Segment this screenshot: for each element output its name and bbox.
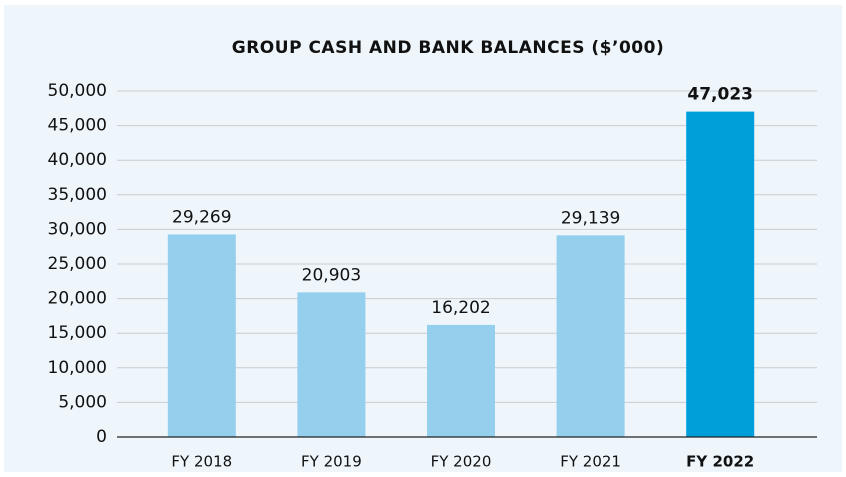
x-tick-label: FY 2020 <box>431 453 492 471</box>
bar <box>556 235 625 437</box>
bar <box>427 324 495 437</box>
y-tick-label: 25,000 <box>48 254 107 274</box>
chart-title: GROUP CASH AND BANK BALANCES ($’000) <box>232 38 664 58</box>
value-label: 16,202 <box>431 298 490 318</box>
y-tick-label: 40,000 <box>48 150 107 170</box>
y-tick-label: 5,000 <box>58 392 107 412</box>
y-tick-label: 35,000 <box>48 185 107 205</box>
bar <box>297 292 366 437</box>
value-label: 20,903 <box>302 265 361 285</box>
bar <box>686 111 755 438</box>
y-tick-label: 50,000 <box>48 81 107 101</box>
x-tick-label: FY 2022 <box>686 453 754 471</box>
x-tick-label: FY 2021 <box>560 453 621 471</box>
value-label: 47,023 <box>687 85 753 105</box>
x-tick-label: FY 2019 <box>301 453 362 471</box>
y-tick-label: 45,000 <box>48 116 107 136</box>
y-tick-label: 15,000 <box>48 323 107 343</box>
x-tick-label: FY 2018 <box>171 453 232 471</box>
bar <box>167 234 236 437</box>
value-label: 29,139 <box>561 208 620 228</box>
y-tick-label: 0 <box>96 427 107 447</box>
y-tick-label: 30,000 <box>48 219 107 239</box>
value-label: 29,269 <box>172 207 231 227</box>
y-tick-label: 10,000 <box>48 358 107 378</box>
y-tick-label: 20,000 <box>48 289 107 309</box>
